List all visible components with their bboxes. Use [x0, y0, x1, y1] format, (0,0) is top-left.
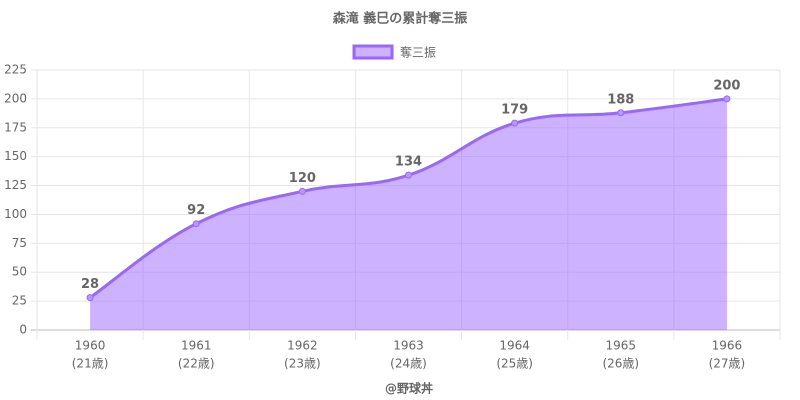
x-tick-label: 1966 — [712, 339, 743, 353]
y-tick-label: 225 — [4, 63, 27, 77]
point — [511, 119, 519, 127]
legend-label: 奪三振 — [400, 45, 436, 60]
x-tick-label: 1960 — [75, 339, 106, 353]
x-tick-label: 1962 — [287, 339, 318, 353]
x-tick-sublabel: (22歳) — [178, 357, 215, 371]
point — [405, 171, 412, 179]
x-tick-sublabel: (24歳) — [390, 357, 427, 371]
x-tick-label: 1961 — [181, 339, 212, 353]
x-axis-label: @野球丼 — [385, 381, 433, 396]
x-tick-label: 1965 — [606, 339, 637, 353]
x-tick-label: 1963 — [393, 339, 424, 353]
point — [86, 294, 94, 302]
value-label: 28 — [81, 277, 99, 292]
chart-title: 森滝 義巳の累計奪三振 — [333, 11, 468, 27]
point — [723, 95, 731, 103]
value-label: 92 — [187, 203, 205, 218]
point — [192, 220, 200, 228]
y-tick-label: 125 — [4, 178, 27, 192]
y-tick-label: 100 — [4, 207, 27, 221]
value-label: 200 — [713, 78, 740, 93]
point — [298, 187, 306, 195]
value-label: 120 — [289, 171, 316, 186]
x-tick-label: 1964 — [499, 339, 530, 353]
value-label: 188 — [607, 92, 634, 107]
x-tick-sublabel: (26歳) — [602, 357, 639, 371]
area — [90, 98, 727, 330]
x-tick-sublabel: (21歳) — [72, 357, 109, 371]
y-tick-label: 175 — [4, 120, 27, 134]
x-tick-sublabel: (27歳) — [709, 357, 746, 371]
legend-swatch — [352, 44, 394, 60]
y-tick-label: 75 — [12, 236, 27, 250]
y-tick-label: 200 — [4, 91, 27, 105]
value-label: 179 — [501, 103, 528, 118]
x-tick-sublabel: (23歳) — [284, 357, 321, 371]
y-tick-label: 150 — [4, 149, 27, 163]
x-tick-sublabel: (25歳) — [496, 357, 533, 371]
value-label: 134 — [395, 155, 422, 170]
point — [617, 109, 625, 117]
y-tick-label: 50 — [12, 265, 27, 279]
y-tick-label: 0 — [19, 323, 27, 337]
y-tick-label: 25 — [12, 294, 27, 308]
